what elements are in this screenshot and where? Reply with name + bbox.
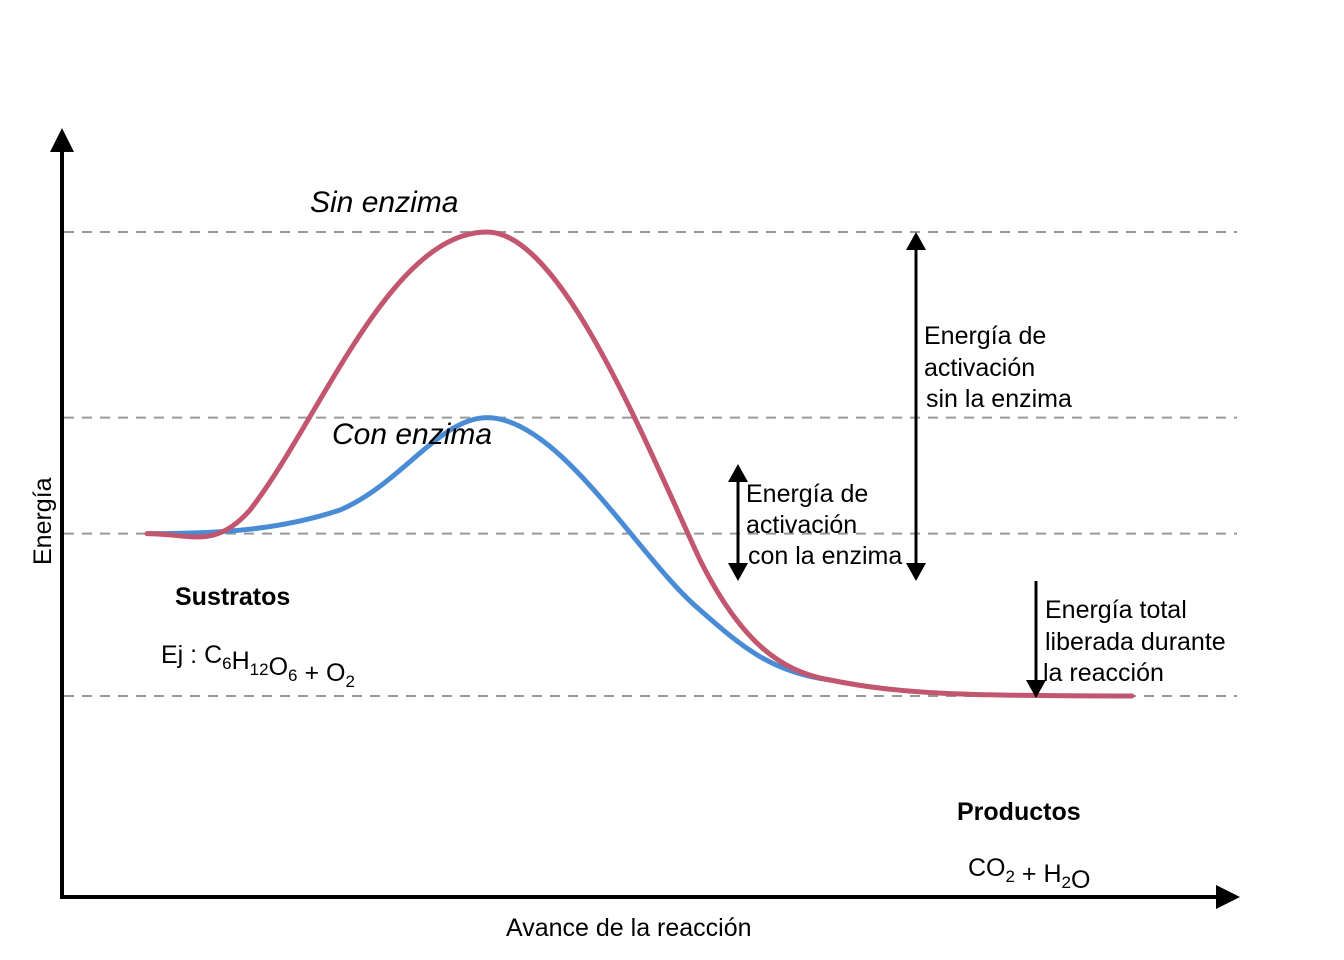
products-title: Productos: [957, 798, 1081, 826]
annotation-line: con la enzima: [748, 542, 902, 570]
annotation-line: Energía total: [1045, 596, 1187, 624]
annotation-line: liberada durante: [1045, 628, 1226, 656]
annotation-total-energy: Energía total liberada durante la reacci…: [1043, 596, 1226, 687]
y-axis-arrow-icon: [50, 128, 74, 152]
energy-level-guides: [64, 231, 1237, 697]
label-without-enzyme: Sin enzima: [310, 186, 458, 219]
substrates-title: Sustratos: [175, 583, 290, 611]
arrow-activation-with-enzyme: [728, 464, 748, 581]
substrates-formula: Ej : C6H12O6 + O2: [161, 641, 355, 691]
curve-without-enzyme: [144, 229, 1135, 699]
arrow-total-energy: [1026, 581, 1046, 698]
annotation-line: la reacción: [1043, 659, 1164, 687]
x-axis-arrow-icon: [1216, 885, 1240, 909]
annotation-line: activación: [924, 354, 1035, 382]
x-axis-label: Avance de la reacción: [506, 914, 752, 942]
curve-with-enzyme: [147, 415, 833, 683]
annotation-line: Energía de: [924, 322, 1046, 350]
annotation-line: sin la enzima: [926, 385, 1072, 413]
annotation-line: Energía de: [746, 480, 868, 508]
annotation-line: activación: [746, 511, 857, 539]
arrow-activation-without-enzyme: [906, 232, 926, 581]
label-with-enzyme: Con enzima: [332, 418, 492, 451]
annotation-with-enzyme: Energía de activación con la enzima: [746, 480, 902, 570]
y-axis-label: Energía: [29, 477, 57, 565]
annotation-without-enzyme: Energía de activación sin la enzima: [924, 322, 1072, 413]
products-formula: CO2 + H2O: [968, 854, 1090, 894]
